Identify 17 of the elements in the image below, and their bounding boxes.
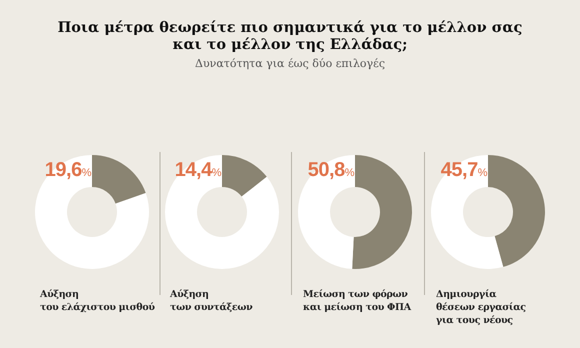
donut-slice — [222, 155, 267, 197]
donut-slice — [35, 155, 149, 269]
text: Δημιουργία θέσεων εργασίας για τους νέους — [436, 289, 526, 326]
text: Δυνατότητα για έως δύο επιλογές — [195, 57, 385, 70]
donut-slice — [431, 155, 504, 269]
text: 45,7% — [440, 159, 488, 181]
text: Αύξηση του ελάχιστου μισθού — [39, 289, 156, 313]
donut-slice — [298, 155, 355, 269]
text: Ποια μέτρα θεωρείτε πιο σημαντικά για το μέλλον σας και το μέλλον της Ελλάδας; — [58, 19, 523, 53]
donut-slice — [92, 155, 146, 204]
text: Αύξηση των συντάξεων — [169, 289, 254, 313]
donut-slice — [488, 155, 545, 267]
donut-slice — [165, 155, 279, 269]
text: 50,8% — [308, 159, 355, 181]
text: 19,6% — [44, 159, 92, 181]
text: Μείωση των φόρων και μείωση του ΦΠΑ — [303, 289, 412, 313]
text: 14,4% — [174, 159, 222, 181]
